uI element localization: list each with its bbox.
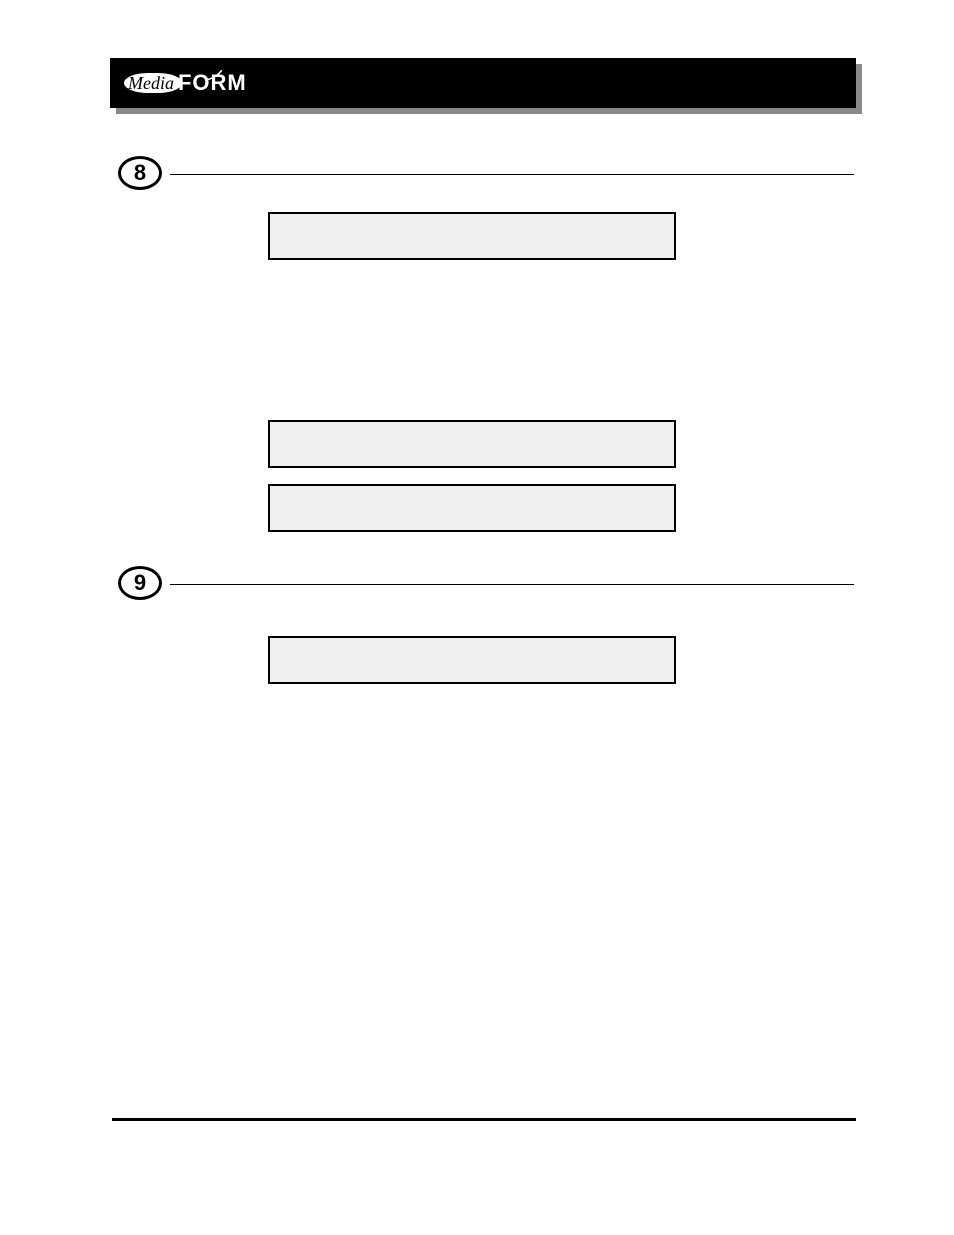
lcd-display-3 [268, 484, 676, 532]
page-root: Media FORM 8 9 [0, 0, 954, 1235]
lcd-display-1 [268, 212, 676, 260]
footer-rule [112, 1118, 856, 1121]
brand-logo: Media FORM [124, 70, 247, 96]
step-number-9: 9 [118, 566, 162, 600]
logo-swoosh-icon [206, 70, 222, 80]
step-8-label: 8 [134, 160, 146, 186]
lcd-display-2 [268, 420, 676, 468]
step-number-8: 8 [118, 156, 162, 190]
step-9-rule [170, 584, 854, 585]
header-band: Media FORM [110, 58, 856, 108]
step-8-rule [170, 174, 854, 175]
step-9-label: 9 [134, 570, 146, 596]
lcd-display-4 [268, 636, 676, 684]
logo-media-text: Media [124, 73, 182, 93]
